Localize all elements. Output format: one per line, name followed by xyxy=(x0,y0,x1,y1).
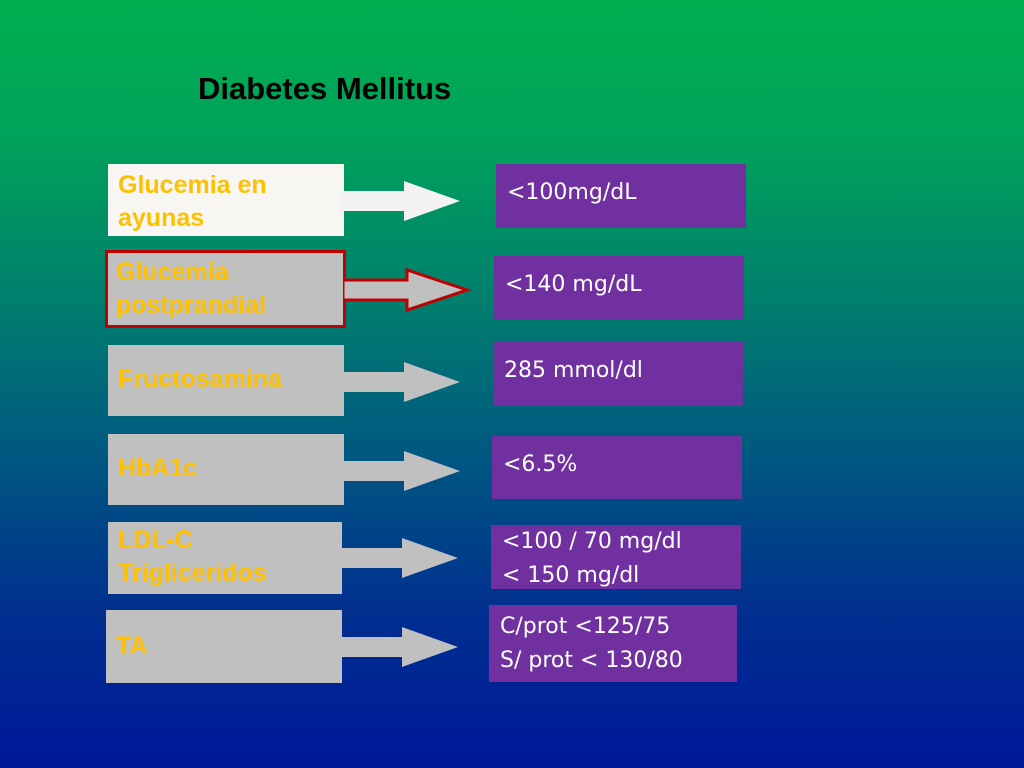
label-glucemia-ayunas: Glucemia en ayunas xyxy=(108,164,344,236)
arrow-right-icon xyxy=(340,181,460,221)
arrow-right-icon xyxy=(343,267,472,313)
label-ldl-trigliceridos: LDL-C Trigliceridos xyxy=(108,522,342,594)
slide-title: Diabetes Mellitus xyxy=(198,71,452,106)
arrow-right-icon xyxy=(340,362,460,402)
value-glucemia-postprandial: <140 mg/dL xyxy=(494,256,744,320)
label-hba1c: HbA1c xyxy=(108,434,344,505)
value-ta: C/prot <125/75 S/ prot < 130/80 xyxy=(489,605,737,682)
value-ldl-trigliceridos: <100 / 70 mg/dl < 150 mg/dl xyxy=(491,525,741,589)
label-ta: TA xyxy=(106,610,342,683)
label-glucemia-postprandial: Glucemia postprandial xyxy=(105,250,346,328)
arrow-right-icon xyxy=(340,451,460,491)
value-fructosamina: 285 mmol/dl xyxy=(493,342,743,406)
arrow-right-icon xyxy=(338,627,458,667)
value-glucemia-ayunas: <100mg/dL xyxy=(496,164,746,228)
value-hba1c: <6.5% xyxy=(492,436,742,499)
label-fructosamina: Fructosamina xyxy=(108,345,344,416)
arrow-right-icon xyxy=(338,538,458,578)
